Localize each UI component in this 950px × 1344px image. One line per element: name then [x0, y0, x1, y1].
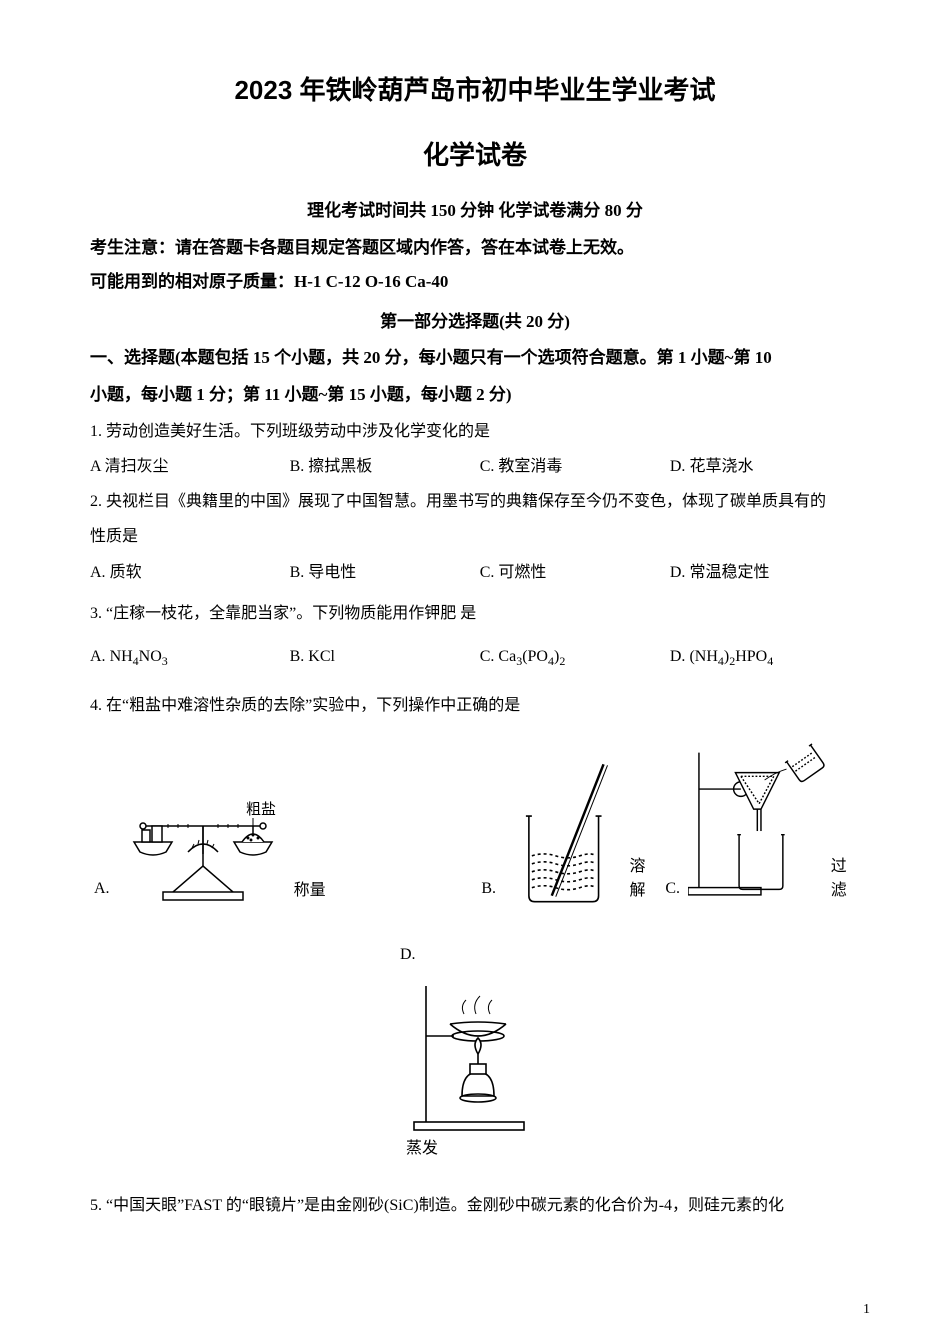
q2-choices: A. 质软 B. 导电性 C. 可燃性 D. 常温稳定性: [90, 555, 860, 590]
q4-row1: A.: [90, 736, 860, 906]
q2-opt-c: C. 可燃性: [480, 555, 670, 590]
q4-d-caption: 蒸发: [406, 1140, 438, 1157]
q3-choices: A. NH4NO3 B. KCl C. Ca3(PO4)2 D. (NH4)2H…: [90, 639, 860, 675]
formula-ca3po42: Ca3(PO4)2: [498, 648, 565, 665]
filtration-setup-icon: [688, 736, 825, 906]
q1-choices: A 清扫灰尘 B. 擦拭黑板 C. 教室消毒 D. 花草浇水: [90, 449, 860, 484]
q4-c-caption: 过滤: [831, 852, 860, 900]
q2-opt-a: A. 质软: [90, 555, 290, 590]
opt-text: 可燃性: [498, 564, 546, 581]
opt-prefix: D.: [670, 458, 690, 475]
opt-text: 擦拭黑板: [308, 458, 372, 475]
timing-line: 理化考试时间共 150 分钟 化学试卷满分 80 分: [90, 196, 860, 221]
beaker-stir-icon: [504, 756, 623, 906]
q1-opt-c: C. 教室消毒: [480, 449, 670, 484]
opt-text: KCl: [308, 648, 335, 665]
section1-line1: 一、选择题(本题包括 15 个小题，共 20 分，每小题只有一个选项符合题意。第…: [90, 339, 860, 376]
opt-prefix: C.: [480, 564, 499, 581]
opt-prefix: C.: [480, 458, 499, 475]
q3-opt-c: C. Ca3(PO4)2: [480, 639, 670, 675]
formula-nh42hpo4: (NH4)2HPO4: [689, 648, 773, 665]
opt-text: 常温稳定性: [689, 564, 769, 581]
opt-text: 清扫灰尘: [105, 458, 169, 475]
opt-text: 教室消毒: [498, 458, 562, 475]
opt-text: 导电性: [308, 564, 356, 581]
q4-c-cell: C.: [661, 736, 860, 906]
section1-line2: 小题，每小题 1 分；第 11 小题~第 15 小题，每小题 2 分): [90, 376, 860, 413]
q1-stem: 1. 劳动创造美好生活。下列班级劳动中涉及化学变化的是: [90, 414, 860, 449]
q1-opt-a: A 清扫灰尘: [90, 449, 290, 484]
q4-b-cell: B. 溶解: [477, 756, 661, 906]
q3-opt-b: B. KCl: [290, 639, 480, 674]
q2-opt-d: D. 常温稳定性: [670, 555, 860, 590]
q2-opt-b: B. 导电性: [290, 555, 480, 590]
opt-text: 花草浇水: [689, 458, 753, 475]
formula-nh4no3: NH4NO3: [110, 648, 168, 665]
page-number: 1: [863, 1302, 870, 1318]
q1-opt-b: B. 擦拭黑板: [290, 449, 480, 484]
q4-stem: 4. 在“粗盐中难溶性杂质的去除”实验中，下列操作中正确的是: [90, 688, 860, 723]
q3-opt-d: D. (NH4)2HPO4: [670, 639, 860, 675]
q5-stem: 5. “中国天眼”FAST 的“眼镜片”是由金刚砂(SiC)制造。金刚砂中碳元素…: [90, 1188, 860, 1223]
salt-label-text: 粗盐: [246, 801, 276, 818]
opt-prefix: C.: [480, 648, 499, 665]
part1-heading: 第一部分选择题(共 20 分): [90, 305, 860, 339]
subject-title: 化学试卷: [90, 135, 860, 172]
opt-text: 质软: [110, 564, 142, 581]
q3-opt-a: A. NH4NO3: [90, 639, 290, 675]
q2-stem-l2: 性质是: [90, 519, 860, 554]
opt-prefix: D.: [670, 648, 690, 665]
year-school-title: 2023 年铁岭葫芦岛市初中毕业生学业考试: [90, 70, 860, 107]
q4-d-prefix: D.: [400, 946, 416, 963]
balance-scale-icon: 粗盐: [118, 796, 288, 906]
q4-b-prefix: B.: [481, 880, 496, 898]
opt-prefix: B.: [290, 458, 309, 475]
opt-prefix: B.: [290, 648, 309, 665]
opt-prefix: A: [90, 458, 105, 475]
q4-a-caption: 称量: [294, 876, 326, 900]
q4-b-caption: 溶解: [629, 852, 661, 900]
opt-prefix: B.: [290, 564, 309, 581]
evaporation-setup-icon: [400, 964, 550, 1134]
q3-stem: 3. “庄稼一枝花，全靠肥当家”。下列物质能用作钾肥 是: [90, 596, 860, 631]
q4-c-prefix: C.: [665, 880, 680, 898]
q1-opt-d: D. 花草浇水: [670, 449, 860, 484]
notice-2: 可能用到的相对原子质量：H-1 C-12 O-16 Ca-40: [90, 265, 860, 299]
q2-stem-l1: 2. 央视栏目《典籍里的中国》展现了中国智慧。用墨书写的典籍保存至今仍不变色，体…: [90, 484, 860, 519]
opt-prefix: A.: [90, 564, 110, 581]
exam-page: 2023 年铁岭葫芦岛市初中毕业生学业考试 化学试卷 理化考试时间共 150 分…: [0, 0, 950, 1344]
opt-prefix: A.: [90, 648, 110, 665]
notice-1: 考生注意：请在答题卡各题目规定答题区域内作答，答在本试卷上无效。: [90, 231, 860, 265]
opt-prefix: D.: [670, 564, 690, 581]
q4-a-prefix: A.: [94, 880, 110, 898]
q4-row2: D.: [90, 946, 860, 1158]
q4-d-cell: D.: [400, 946, 550, 1158]
q4-a-cell: A.: [90, 796, 381, 906]
